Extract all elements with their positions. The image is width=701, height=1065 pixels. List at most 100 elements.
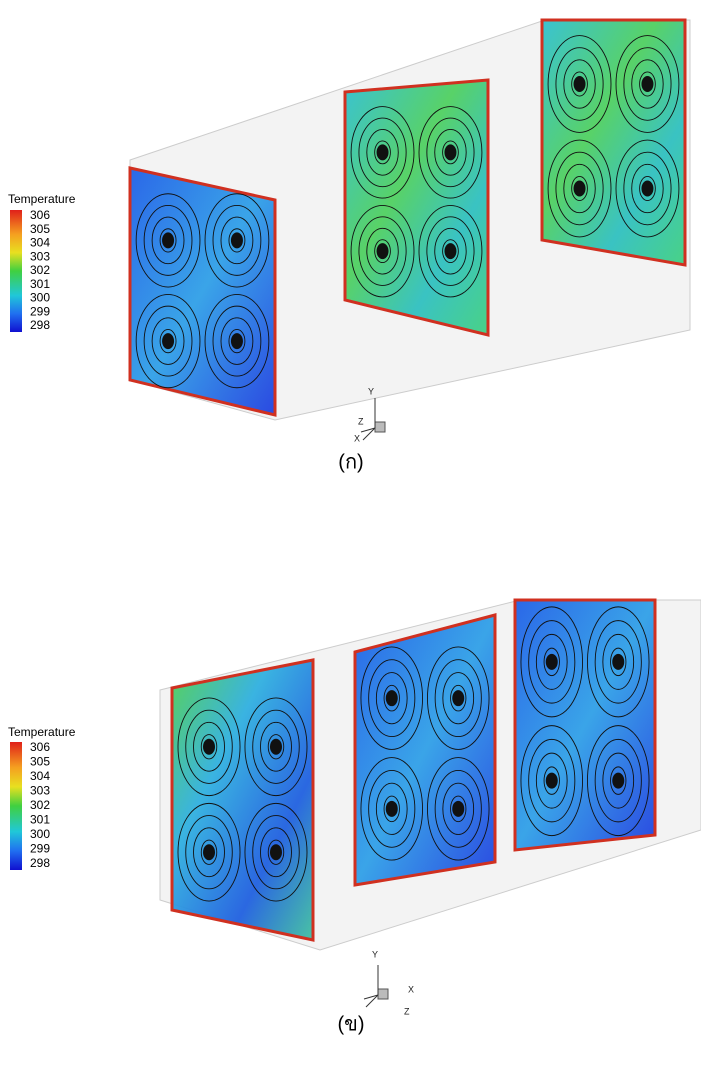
streamline [383, 795, 400, 823]
flow-panel [170, 658, 315, 942]
streamline [252, 815, 300, 890]
flow-panel [353, 613, 497, 887]
streamline [220, 317, 254, 365]
streamline [260, 827, 292, 878]
streamline [418, 204, 483, 298]
streamline [543, 766, 560, 795]
axis-label: Z [404, 1006, 410, 1016]
streamline [159, 328, 177, 354]
streamline [350, 204, 415, 298]
streamline [151, 317, 185, 365]
streamline [383, 684, 400, 712]
vortex-core [376, 243, 389, 260]
figure-caption: (ก) [338, 451, 363, 473]
vortex-core [230, 232, 243, 249]
axis-cube [377, 988, 389, 1000]
axis-label: Y [372, 949, 378, 959]
vortex-core [203, 844, 216, 861]
legend-tick: 303 [30, 784, 50, 798]
colorbar [10, 742, 22, 870]
vortex-core [573, 180, 586, 197]
streamline [177, 802, 241, 902]
streamline [368, 769, 416, 848]
streamline [177, 697, 241, 797]
legend-tick: 300 [30, 827, 50, 841]
figure-caption: (ข) [338, 1013, 365, 1035]
streamline [267, 734, 285, 760]
legend-tick: 305 [30, 222, 50, 236]
legend-tick: 305 [30, 755, 50, 769]
vortex-core [452, 690, 465, 707]
streamline [555, 151, 604, 226]
streamline [442, 140, 459, 165]
vortex-core [573, 76, 586, 92]
streamline [350, 106, 415, 199]
streamline [623, 151, 672, 226]
streamline [639, 71, 656, 97]
streamline [427, 757, 490, 861]
streamline [358, 117, 407, 188]
vortex-core [612, 653, 625, 670]
streamline [520, 725, 584, 837]
streamline [615, 35, 680, 133]
flow-field [128, 18, 701, 951]
vortex-core [641, 76, 654, 92]
streamline [450, 795, 467, 823]
vortex-core [545, 653, 558, 670]
streamline [360, 757, 424, 861]
streamline [360, 646, 424, 750]
streamline [434, 769, 482, 848]
streamline [535, 633, 568, 690]
streamline [267, 839, 285, 865]
streamline [228, 328, 246, 354]
streamline [434, 659, 482, 738]
vortex-core [269, 738, 282, 755]
legend-tick: 298 [30, 856, 50, 870]
streamline [426, 117, 475, 188]
streamline [204, 193, 270, 288]
legend-tick: 302 [30, 798, 50, 812]
streamline [159, 228, 177, 253]
vortex-core [269, 844, 282, 861]
streamline [442, 672, 475, 725]
streamline [135, 193, 201, 288]
legend-tick: 301 [30, 813, 50, 827]
streamline [200, 734, 218, 760]
axis-label: X [408, 984, 414, 994]
streamline [602, 633, 635, 690]
legend-tick: 301 [30, 277, 50, 291]
streamline [220, 216, 254, 265]
streamline [375, 672, 408, 725]
streamline [639, 175, 656, 202]
streamline [547, 139, 612, 238]
vortex-core [612, 772, 625, 789]
legends: Temperature306305304303302301300299298YZ… [8, 192, 414, 1035]
vortex-core [452, 800, 465, 817]
vortex-core [444, 144, 457, 161]
streamline [375, 782, 408, 835]
streamline [610, 766, 627, 795]
vortex-core [385, 800, 398, 817]
legend-tick: 304 [30, 236, 50, 250]
vortex-core [545, 772, 558, 789]
streamline [563, 163, 596, 214]
vortex-core [444, 243, 457, 260]
streamline [427, 646, 490, 750]
legend-tick: 302 [30, 263, 50, 277]
streamline [204, 294, 270, 389]
streamline [135, 294, 201, 389]
legend-title: Temperature [8, 725, 76, 739]
streamline [151, 216, 185, 265]
streamline [374, 140, 391, 165]
legend-tick: 306 [30, 208, 50, 222]
streamline [547, 35, 612, 133]
flow-panel [513, 598, 657, 852]
axis-line [362, 427, 376, 441]
streamline [244, 802, 308, 902]
legend-tick: 298 [30, 318, 50, 332]
axis-cube [374, 421, 386, 433]
legend-title: Temperature [8, 192, 76, 206]
legend-tick: 299 [30, 304, 50, 318]
streamline [185, 815, 233, 890]
